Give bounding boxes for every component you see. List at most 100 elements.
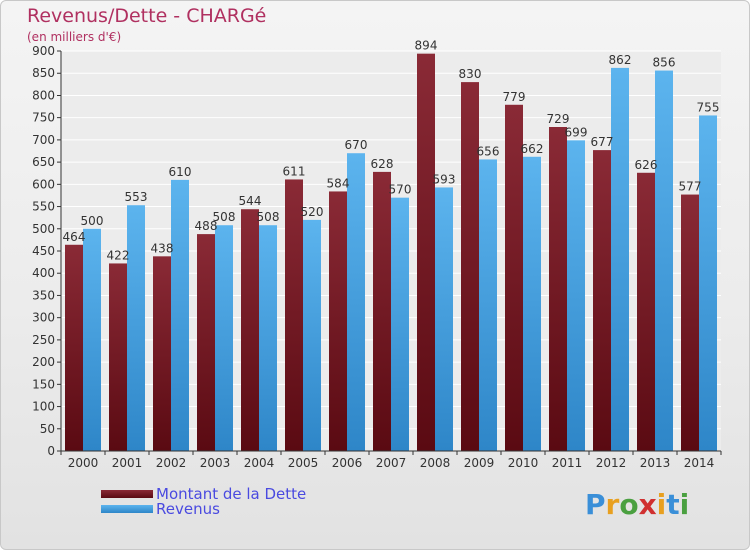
bar-dette bbox=[549, 127, 567, 451]
data-label: 577 bbox=[679, 180, 702, 194]
data-label: 628 bbox=[371, 157, 394, 171]
y-tick-label: 250 bbox=[32, 333, 55, 347]
y-tick-label: 600 bbox=[32, 177, 55, 191]
bar-revenus bbox=[259, 225, 277, 451]
data-label: 488 bbox=[195, 219, 218, 233]
bar-revenus bbox=[83, 228, 101, 451]
data-label: 570 bbox=[389, 183, 412, 197]
bar-revenus bbox=[303, 219, 321, 451]
bar-dette bbox=[417, 53, 435, 452]
x-tick-label: 2004 bbox=[244, 456, 275, 470]
bar-revenus bbox=[611, 67, 629, 451]
bar-revenus bbox=[347, 153, 365, 451]
bar-revenus bbox=[171, 179, 189, 451]
bar-revenus bbox=[127, 205, 145, 451]
x-tick-label: 2002 bbox=[156, 456, 187, 470]
x-tick-label: 2005 bbox=[288, 456, 319, 470]
data-label: 830 bbox=[459, 67, 482, 81]
data-label: 520 bbox=[301, 205, 324, 219]
data-label: 755 bbox=[697, 100, 720, 114]
y-tick-label: 500 bbox=[32, 222, 55, 236]
y-tick-label: 0 bbox=[47, 444, 55, 458]
bar-revenus bbox=[655, 70, 673, 452]
bar-dette bbox=[461, 82, 479, 451]
x-tick-label: 2008 bbox=[420, 456, 451, 470]
y-tick-label: 550 bbox=[32, 200, 55, 214]
bar-revenus bbox=[523, 156, 541, 451]
bar-revenus bbox=[391, 197, 409, 451]
data-label: 656 bbox=[477, 144, 500, 158]
bars bbox=[65, 53, 717, 452]
x-tick-label: 2010 bbox=[508, 456, 539, 470]
y-tick-label: 50 bbox=[40, 422, 55, 436]
data-label: 508 bbox=[213, 210, 236, 224]
data-label: 626 bbox=[635, 158, 658, 172]
proxiti-logo: Proxiti bbox=[585, 488, 690, 521]
data-label: 862 bbox=[609, 53, 632, 67]
x-tick-label: 2003 bbox=[200, 456, 231, 470]
chart-subtitle: (en milliers d'€) bbox=[27, 30, 122, 44]
data-label: 856 bbox=[653, 56, 676, 70]
bar-revenus bbox=[215, 225, 233, 451]
x-tick-label: 2001 bbox=[112, 456, 143, 470]
y-tick-label: 200 bbox=[32, 355, 55, 369]
y-tick-label: 150 bbox=[32, 377, 55, 391]
bar-revenus bbox=[435, 187, 453, 451]
data-label: 610 bbox=[169, 165, 192, 179]
data-label: 584 bbox=[327, 176, 350, 190]
data-label: 464 bbox=[63, 230, 86, 244]
x-tick-label: 2014 bbox=[684, 456, 715, 470]
x-tick-label: 2000 bbox=[68, 456, 99, 470]
bar-dette bbox=[593, 150, 611, 451]
bar-revenus bbox=[699, 115, 717, 451]
y-tick-label: 650 bbox=[32, 155, 55, 169]
data-labels: 4645004225534386104885085445086115205846… bbox=[63, 39, 720, 263]
x-tick-label: 2013 bbox=[640, 456, 671, 470]
x-tick-label: 2006 bbox=[332, 456, 363, 470]
y-tick-label: 750 bbox=[32, 111, 55, 125]
data-label: 677 bbox=[591, 135, 614, 149]
data-label: 611 bbox=[283, 164, 306, 178]
bar-dette bbox=[285, 179, 303, 451]
y-tick-label: 300 bbox=[32, 311, 55, 325]
bar-dette bbox=[329, 191, 347, 451]
data-label: 729 bbox=[547, 112, 570, 126]
data-label: 699 bbox=[565, 125, 588, 139]
axes: 0 50 100 150 200 250 300 350 400 450 500 550 600 650 7… bbox=[32, 44, 722, 470]
bar-dette bbox=[637, 172, 655, 451]
y-tick-label: 800 bbox=[32, 88, 55, 102]
data-label: 779 bbox=[503, 90, 526, 104]
x-tick-label: 2011 bbox=[552, 456, 583, 470]
bar-revenus bbox=[567, 140, 585, 452]
data-label: 544 bbox=[239, 194, 262, 208]
data-label: 662 bbox=[521, 142, 544, 156]
legend-label-revenus: Revenus bbox=[156, 500, 220, 518]
y-tick-label: 700 bbox=[32, 133, 55, 147]
bar-dette bbox=[109, 263, 127, 451]
bar-dette bbox=[153, 256, 171, 451]
data-label: 670 bbox=[345, 138, 368, 152]
data-label: 508 bbox=[257, 210, 280, 224]
bar-dette bbox=[373, 171, 391, 451]
bar-dette bbox=[65, 244, 83, 451]
data-label: 593 bbox=[433, 172, 456, 186]
data-label: 500 bbox=[81, 214, 104, 228]
x-tick-label: 2009 bbox=[464, 456, 495, 470]
bar-dette bbox=[241, 209, 259, 451]
data-label: 438 bbox=[151, 241, 174, 255]
y-tick-label: 350 bbox=[32, 288, 55, 302]
data-label: 422 bbox=[107, 248, 130, 262]
y-tick-label: 400 bbox=[32, 266, 55, 280]
y-tick-label: 850 bbox=[32, 66, 55, 80]
bar-dette bbox=[197, 234, 215, 451]
data-label: 553 bbox=[125, 190, 148, 204]
y-tick-label: 100 bbox=[32, 400, 55, 414]
legend-swatch-revenus bbox=[101, 505, 153, 513]
y-tick-label: 450 bbox=[32, 244, 55, 258]
legend-swatch-dette bbox=[101, 490, 153, 498]
legend-label-dette: Montant de la Dette bbox=[156, 485, 307, 503]
bar-dette bbox=[505, 104, 523, 452]
bar-revenus bbox=[479, 159, 497, 451]
